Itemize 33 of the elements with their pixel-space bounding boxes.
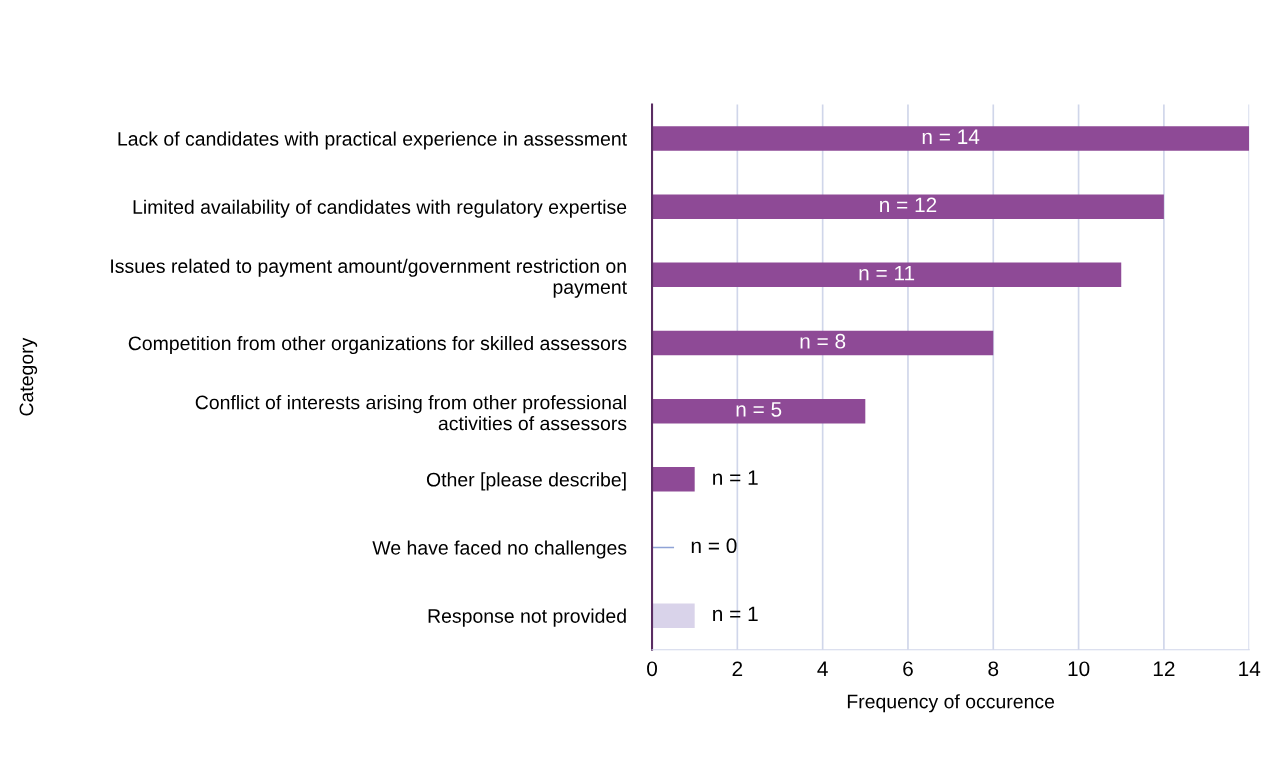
- x-tick-label: 2: [732, 661, 743, 676]
- bar: [652, 467, 695, 492]
- bar: [652, 330, 994, 356]
- x-tick-label: 10: [1068, 661, 1090, 677]
- bar: [652, 194, 1164, 219]
- y-tick-label: Competition from other organizations for skilled assessors: [128, 335, 627, 355]
- bar: [652, 398, 866, 424]
- data-label: n = 14: [922, 129, 980, 144]
- y-tick-label: Conflict of interests arising from other professional activities of assessors: [195, 395, 627, 431]
- y-tick-label: We have faced no challenges: [372, 540, 627, 559]
- x-axis-title: Frequency of occurence: [847, 694, 1055, 713]
- x-tick-label: 0: [647, 661, 658, 677]
- data-label: n = 0: [691, 538, 737, 554]
- y-axis-title: Category: [19, 337, 38, 416]
- y-tick-label: Response not provided: [428, 608, 626, 627]
- x-tick-label: 6: [903, 661, 913, 677]
- bar: [652, 603, 695, 628]
- x-tick-label: 14: [1239, 661, 1261, 676]
- data-label: n = 8: [800, 333, 846, 349]
- x-tick-label: 12: [1153, 661, 1175, 676]
- data-label: n = 1: [713, 470, 758, 485]
- bar: [652, 126, 1250, 151]
- x-tick-label: 4: [817, 661, 828, 676]
- y-tick-label: Limited availability of candidates with regulatory expertise: [133, 199, 627, 218]
- bar: [652, 262, 1122, 288]
- y-tick-label: Issues related to payment amount/government restriction on payment: [111, 258, 627, 298]
- data-label: n = 1: [713, 606, 758, 622]
- data-label: n = 12: [880, 197, 937, 213]
- data-label: n = 5: [736, 402, 782, 417]
- data-label: n = 11: [859, 265, 915, 281]
- y-tick-label: Other [please describe]: [426, 472, 626, 491]
- y-tick-label: Lack of candidates with practical experience in assessment: [118, 131, 627, 150]
- x-tick-label: 8: [988, 661, 999, 677]
